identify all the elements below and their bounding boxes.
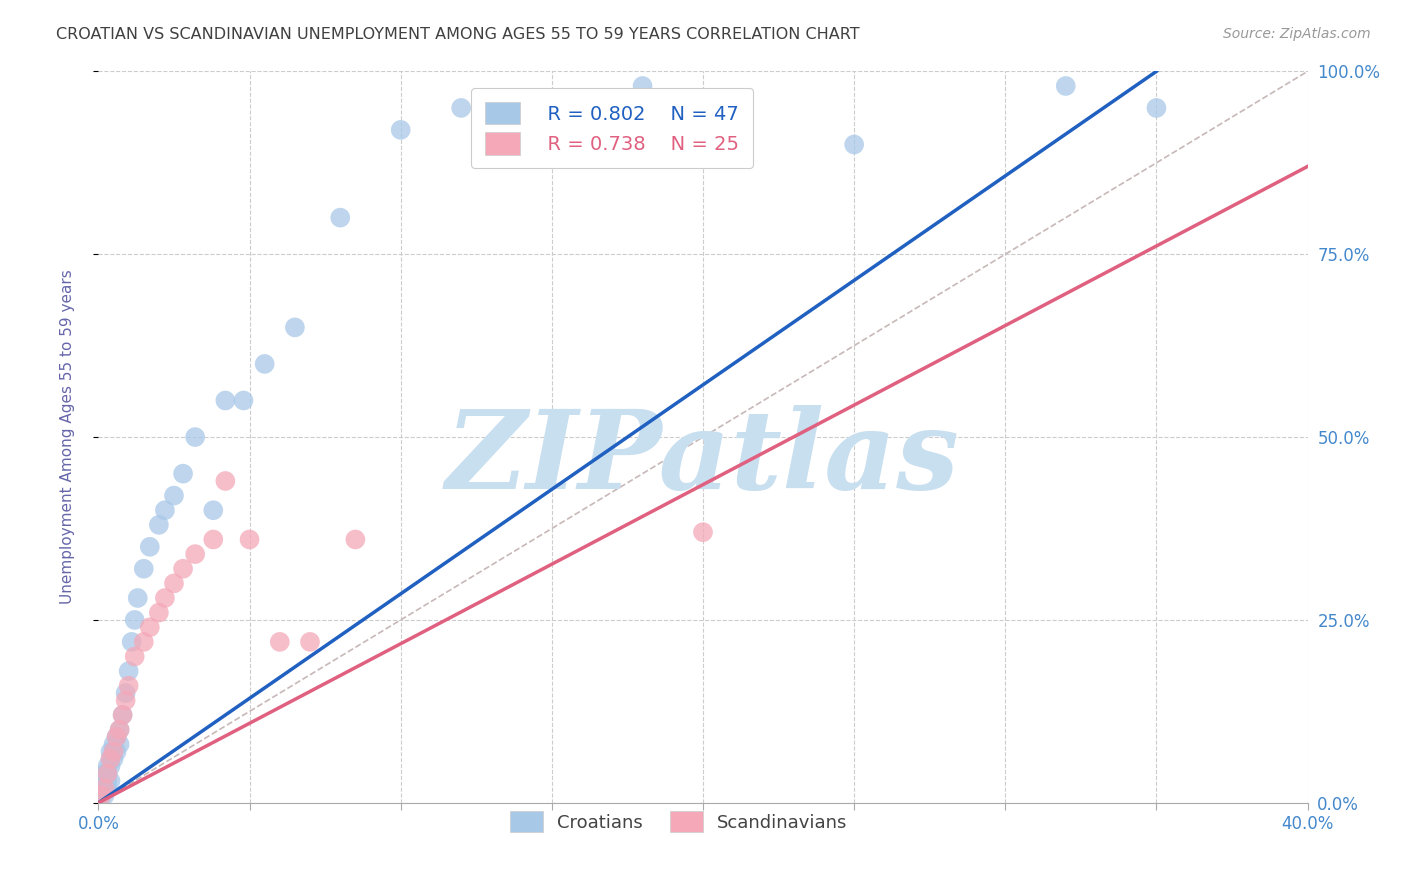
- Point: [631, 78, 654, 93]
- Point: [93, 781, 115, 796]
- Point: [148, 517, 170, 532]
- Point: [139, 620, 162, 634]
- Point: [202, 533, 225, 547]
- Point: [105, 730, 128, 744]
- Point: [1054, 78, 1077, 93]
- Point: [90, 773, 112, 788]
- Point: [118, 679, 141, 693]
- Legend: Croatians, Scandinavians: Croatians, Scandinavians: [498, 799, 860, 845]
- Point: [103, 752, 125, 766]
- Point: [132, 562, 155, 576]
- Point: [1144, 101, 1167, 115]
- Y-axis label: Unemployment Among Ages 55 to 59 years: Unemployment Among Ages 55 to 59 years: [60, 269, 75, 605]
- Point: [93, 766, 115, 780]
- Point: [103, 745, 125, 759]
- Point: [163, 576, 186, 591]
- Point: [108, 723, 131, 737]
- Point: [93, 781, 115, 796]
- Point: [96, 773, 118, 788]
- Point: [124, 613, 146, 627]
- Point: [121, 635, 143, 649]
- Point: [202, 503, 225, 517]
- Point: [153, 503, 176, 517]
- Point: [111, 708, 134, 723]
- Point: [127, 591, 149, 605]
- Point: [299, 635, 322, 649]
- Point: [172, 467, 194, 481]
- Point: [344, 533, 367, 547]
- Point: [172, 562, 194, 576]
- Text: ZIPatlas: ZIPatlas: [446, 405, 960, 513]
- Point: [96, 766, 118, 780]
- Point: [389, 123, 412, 137]
- Point: [153, 591, 176, 605]
- Point: [114, 686, 136, 700]
- Point: [96, 766, 118, 780]
- Point: [239, 533, 262, 547]
- Point: [100, 752, 122, 766]
- Point: [100, 745, 122, 759]
- Point: [114, 693, 136, 707]
- Point: [450, 101, 472, 115]
- Point: [100, 759, 122, 773]
- Point: [214, 393, 236, 408]
- Text: Source: ZipAtlas.com: Source: ZipAtlas.com: [1223, 27, 1371, 41]
- Point: [148, 606, 170, 620]
- Point: [108, 737, 131, 751]
- Point: [139, 540, 162, 554]
- Point: [111, 708, 134, 723]
- Point: [96, 781, 118, 796]
- Point: [103, 737, 125, 751]
- Point: [232, 393, 254, 408]
- Point: [118, 664, 141, 678]
- Point: [96, 759, 118, 773]
- Point: [105, 745, 128, 759]
- Point: [100, 773, 122, 788]
- Point: [90, 789, 112, 803]
- Point: [108, 723, 131, 737]
- Point: [103, 745, 125, 759]
- Point: [105, 730, 128, 744]
- Point: [90, 789, 112, 803]
- Point: [100, 752, 122, 766]
- Point: [93, 773, 115, 788]
- Point: [184, 430, 207, 444]
- Point: [329, 211, 352, 225]
- Point: [269, 635, 291, 649]
- Point: [253, 357, 276, 371]
- Point: [844, 137, 866, 152]
- Point: [132, 635, 155, 649]
- Point: [284, 320, 307, 334]
- Point: [214, 474, 236, 488]
- Point: [184, 547, 207, 561]
- Point: [124, 649, 146, 664]
- Point: [93, 789, 115, 803]
- Text: CROATIAN VS SCANDINAVIAN UNEMPLOYMENT AMONG AGES 55 TO 59 YEARS CORRELATION CHAR: CROATIAN VS SCANDINAVIAN UNEMPLOYMENT AM…: [56, 27, 860, 42]
- Point: [163, 489, 186, 503]
- Point: [692, 525, 714, 540]
- Point: [90, 781, 112, 796]
